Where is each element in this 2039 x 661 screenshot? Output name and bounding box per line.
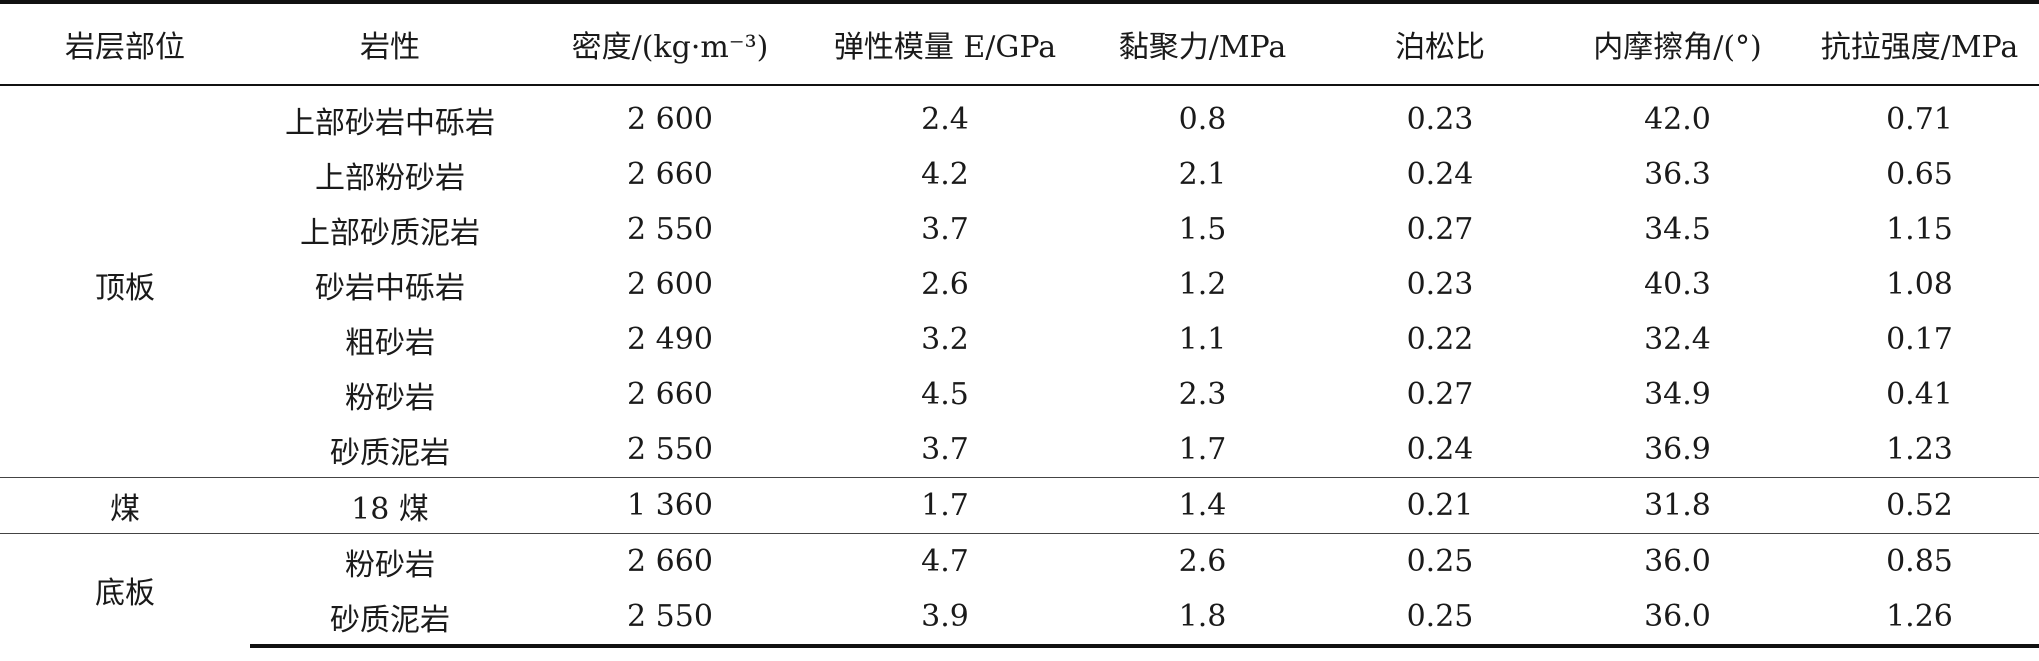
- cell-poisson-ratio: 0.23: [1406, 102, 1474, 137]
- cell-tensile-strength: 1.08: [1886, 267, 1953, 302]
- cell-friction-angle: 36.0: [1555, 533, 1800, 589]
- cell-tensile-strength: 0.41: [1886, 377, 1953, 412]
- header-stratum-position: 岩层部位: [0, 0, 250, 86]
- cell-elastic-modulus: 4.2: [921, 157, 969, 192]
- cell-density: 1 360: [530, 477, 810, 534]
- cell-friction-angle: 40.3: [1644, 267, 1711, 302]
- cell-lithology: 上部砂质泥岩: [300, 215, 480, 251]
- cell-cohesion: 1.4: [1080, 477, 1325, 534]
- cell-poisson-ratio: 0.27: [1406, 377, 1474, 412]
- cell-poisson-ratio: 0.24: [1406, 432, 1474, 467]
- cell-density: 2 550: [627, 432, 713, 467]
- cell-friction-angle: 42.0: [1644, 102, 1711, 137]
- cell-cohesion: 1.2: [1178, 267, 1227, 302]
- cell-density: 2 600: [627, 102, 713, 137]
- cell-tensile-strength: 0.85: [1800, 533, 2039, 589]
- cell-poisson-ratio: 0.21: [1325, 477, 1555, 534]
- header-poisson-ratio: 泊松比: [1325, 0, 1555, 86]
- cell-tensile-strength: 0.71: [1886, 102, 1953, 137]
- group-label-floor: 底板: [0, 533, 250, 646]
- cell-friction-angle: 36.0: [1555, 589, 1800, 648]
- table-row: 砂质泥岩 2 550 3.9 1.8 0.25 36.0 1.26: [0, 589, 2039, 648]
- table-row: 粉砂岩 2 660 4.5 2.3 0.27 34.9 0.41: [0, 367, 2039, 422]
- cell-friction-angle: 34.9: [1644, 377, 1711, 412]
- cell-lithology: 上部粉砂岩: [315, 160, 465, 196]
- cell-tensile-strength: 0.17: [1886, 322, 1953, 357]
- table-row: 粗砂岩 2 490 3.2 1.1 0.22 32.4 0.17: [0, 312, 2039, 367]
- header-density: 密度/(kg·m⁻³): [530, 0, 810, 86]
- table-row: 砂质泥岩 2 550 3.7 1.7 0.24 36.9 1.23: [0, 422, 2039, 478]
- group-label-coal: 煤: [0, 477, 250, 534]
- group-label-roof: 顶板: [95, 270, 155, 306]
- cell-cohesion: 2.3: [1178, 377, 1227, 412]
- cell-poisson-ratio: 0.24: [1406, 157, 1474, 192]
- header-cohesion: 黏聚力/MPa: [1080, 0, 1325, 86]
- cell-lithology: 砂质泥岩: [330, 435, 450, 471]
- header-lithology: 岩性: [250, 0, 530, 86]
- cell-density: 2 660: [530, 533, 810, 589]
- cell-tensile-strength: 1.26: [1800, 589, 2039, 648]
- cell-tensile-strength: 1.23: [1886, 432, 1953, 467]
- cell-density: 2 660: [627, 157, 713, 192]
- cell-lithology: 上部砂岩中砾岩: [285, 105, 495, 141]
- cell-friction-angle: 31.8: [1555, 477, 1800, 534]
- cell-elastic-modulus: 4.7: [810, 533, 1080, 589]
- cell-elastic-modulus: 3.9: [810, 589, 1080, 648]
- cell-elastic-modulus: 2.6: [921, 267, 969, 302]
- table-body: 顶板 上部砂岩中砾岩 2 600 2.4 0.8 0.23 42.0 0.71 …: [0, 85, 2039, 648]
- table-row: 底板 粉砂岩 2 660 4.7 2.6 0.25 36.0 0.85: [0, 533, 2039, 646]
- cell-lithology: 粗砂岩: [345, 325, 435, 361]
- cell-elastic-modulus: 3.7: [921, 212, 969, 247]
- table-row: 砂岩中砾岩 2 600 2.6 1.2 0.23 40.3 1.08: [0, 257, 2039, 312]
- cell-density: 2 490: [627, 322, 713, 357]
- cell-lithology: 砂质泥岩: [250, 589, 530, 648]
- cell-friction-angle: 36.9: [1644, 432, 1711, 467]
- cell-friction-angle: 36.3: [1644, 157, 1711, 192]
- table-row: 煤 18 煤 1 360 1.7 1.4 0.21 31.8 0.52: [0, 477, 2039, 534]
- cell-poisson-ratio: 0.25: [1325, 533, 1555, 589]
- cell-cohesion: 1.7: [1178, 432, 1227, 467]
- cell-friction-angle: 32.4: [1644, 322, 1711, 357]
- table-header-row: 岩层部位 岩性 密度/(kg·m⁻³) 弹性模量 E/GPa 黏聚力/MPa 泊…: [0, 0, 2039, 86]
- cell-density: 2 550: [627, 212, 713, 247]
- cell-poisson-ratio: 0.27: [1406, 212, 1474, 247]
- cell-lithology: 粉砂岩: [250, 533, 530, 589]
- cell-tensile-strength: 1.15: [1886, 212, 1953, 247]
- cell-density: 2 660: [627, 377, 713, 412]
- table-row: 上部粉砂岩 2 660 4.2 2.1 0.24 36.3 0.65: [0, 147, 2039, 202]
- cell-cohesion: 0.8: [1178, 102, 1227, 137]
- cell-elastic-modulus: 3.2: [921, 322, 969, 357]
- cell-lithology: 砂岩中砾岩: [315, 270, 465, 306]
- cell-tensile-strength: 0.65: [1886, 157, 1953, 192]
- cell-lithology: 18 煤: [250, 477, 530, 534]
- cell-elastic-modulus: 3.7: [921, 432, 969, 467]
- cell-lithology: 粉砂岩: [345, 380, 435, 416]
- cell-cohesion: 2.1: [1178, 157, 1227, 192]
- cell-elastic-modulus: 2.4: [921, 102, 969, 137]
- cell-poisson-ratio: 0.22: [1406, 322, 1474, 357]
- cell-tensile-strength: 0.52: [1800, 477, 2039, 534]
- cell-elastic-modulus: 4.5: [921, 377, 969, 412]
- table-row: 顶板 上部砂岩中砾岩 2 600 2.4 0.8 0.23 42.0 0.71: [0, 85, 2039, 306]
- header-elastic-modulus: 弹性模量 E/GPa: [810, 0, 1080, 86]
- header-tensile-strength: 抗拉强度/MPa: [1800, 0, 2039, 86]
- cell-elastic-modulus: 1.7: [810, 477, 1080, 534]
- cell-cohesion: 2.6: [1080, 533, 1325, 589]
- cell-friction-angle: 34.5: [1644, 212, 1711, 247]
- cell-cohesion: 1.5: [1178, 212, 1227, 247]
- cell-cohesion: 1.1: [1178, 322, 1227, 357]
- cell-cohesion: 1.8: [1080, 589, 1325, 648]
- header-friction-angle: 内摩擦角/(°): [1555, 0, 1800, 86]
- table-row: 上部砂质泥岩 2 550 3.7 1.5 0.27 34.5 1.15: [0, 202, 2039, 257]
- cell-density: 2 600: [627, 267, 713, 302]
- cell-density: 2 550: [530, 589, 810, 648]
- cell-poisson-ratio: 0.23: [1406, 267, 1474, 302]
- cell-poisson-ratio: 0.25: [1325, 589, 1555, 648]
